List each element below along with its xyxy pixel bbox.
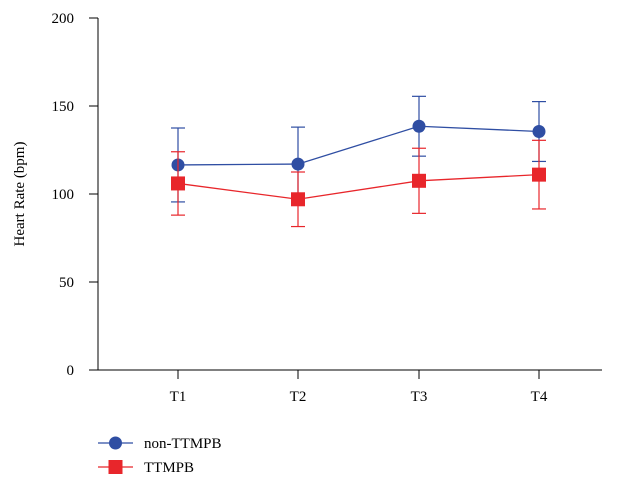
data-point (291, 192, 305, 207)
series-layer (171, 95, 546, 228)
legend-label: non-TTMPB (144, 436, 222, 452)
series-line (177, 125, 540, 166)
legend-label: TTMPB (144, 460, 194, 476)
data-point (412, 173, 426, 188)
x-ticks: T1 T2 T3 T4 (170, 370, 548, 405)
y-axis-title: Heart Rate (bpm) (12, 142, 28, 247)
data-point (171, 176, 185, 191)
y-tick-label: 100 (52, 187, 75, 203)
x-tick-label: T2 (290, 389, 307, 405)
x-tick-label: T4 (531, 389, 548, 405)
series-non-ttmpb (171, 95, 546, 203)
legend-item: TTMPB (98, 460, 194, 476)
axes (97, 18, 602, 371)
data-point (412, 119, 426, 133)
legend-marker (108, 460, 123, 474)
y-tick-label: 150 (52, 99, 75, 115)
data-point (291, 157, 305, 171)
y-tick-label: 0 (67, 363, 75, 379)
data-point (532, 167, 546, 182)
data-point (532, 125, 546, 139)
series-line (177, 173, 540, 200)
series-ttmpb (171, 139, 546, 228)
x-tick-label: T1 (170, 389, 187, 405)
legend-marker (109, 436, 122, 450)
y-tick-label: 50 (59, 275, 74, 291)
x-tick-label: T3 (411, 389, 428, 405)
legend-item: non-TTMPB (98, 436, 222, 452)
legend: non-TTMPB TTMPB (98, 436, 222, 476)
y-tick-label: 200 (52, 11, 75, 27)
y-ticks: 0 50 100 150 200 (52, 11, 98, 379)
